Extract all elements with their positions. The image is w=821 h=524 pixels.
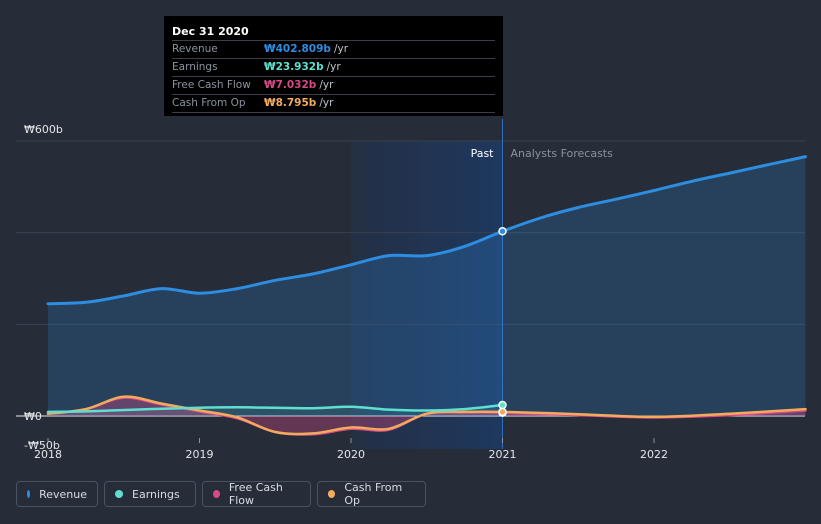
x-tick-label: 2019 [186,448,214,461]
tooltip-row-free-cash-flow: Free Cash Flow ₩7.032b /yr [172,76,495,94]
tooltip-value: ₩402.809b [264,43,331,55]
legend-item-free-cash-flow[interactable]: Free Cash Flow [202,481,311,507]
tooltip-label: Revenue [172,43,218,55]
y-tick-label: ₩0 [24,410,42,423]
tooltip-row-revenue: Revenue ₩402.809b /yr [172,40,495,58]
data-point-revenue [498,227,507,236]
x-tick-label: 2021 [489,448,517,461]
tooltip-label: Free Cash Flow [172,79,251,91]
legend-label: Revenue [39,487,87,501]
tooltip-date: Dec 31 2020 [172,25,249,38]
legend-item-earnings[interactable]: Earnings [104,481,196,507]
legend-label: Free Cash Flow [228,481,283,507]
series-line-revenue [46,155,807,306]
legend-dot-icon [115,490,123,498]
tooltip-unit: /yr [326,61,341,73]
data-point-earnings [498,400,507,410]
y-tick-label: -₩50b [24,439,60,452]
tooltip-row-cash-from-op: Cash From Op ₩8.795b /yr [172,94,495,113]
y-tick-label: ₩600b [24,123,63,136]
tooltip-label: Cash From Op [172,97,246,109]
data-point-cash-from-op [498,407,507,417]
tooltip-unit: /yr [319,97,334,109]
x-tick-label: 2022 [640,448,668,461]
legend-dot-icon [328,490,336,498]
legend-dot-icon [213,490,220,498]
legend-dot-icon [27,490,31,498]
tooltip-unit: /yr [333,43,349,55]
tooltip-value: ₩7.032b [264,79,317,91]
tooltip-row-earnings: Earnings ₩23.932b /yr [172,58,495,76]
tooltip-unit: /yr [319,79,334,91]
legend-item-cash-from-op[interactable]: Cash From Op [317,481,426,507]
legend-item-revenue[interactable]: Revenue [16,481,98,507]
grid-lines [16,119,805,449]
past-highlight-band [351,141,503,449]
x-tick-label: 2018 [34,448,62,461]
series-line-earnings [46,403,504,414]
x-tick-label: 2020 [337,448,365,461]
legend-label: Cash From Op [344,481,403,507]
tooltip-value: ₩8.795b [264,97,317,109]
legend-label: Earnings [132,487,180,501]
tooltip-value: ₩23.932b [264,61,324,73]
chart-legend: Revenue Earnings Free Cash Flow Cash Fro… [16,481,426,507]
series-area-revenue [48,156,806,416]
past-label: Past [471,147,495,160]
tooltip-label: Earnings [172,61,218,73]
hover-tooltip: Dec 31 2020 Revenue ₩402.809b /yr Earnin… [164,16,503,116]
series-line-cash-from-op [46,395,807,436]
forecast-label: Analysts Forecasts [511,147,614,160]
series-area-earnings [48,405,503,416]
